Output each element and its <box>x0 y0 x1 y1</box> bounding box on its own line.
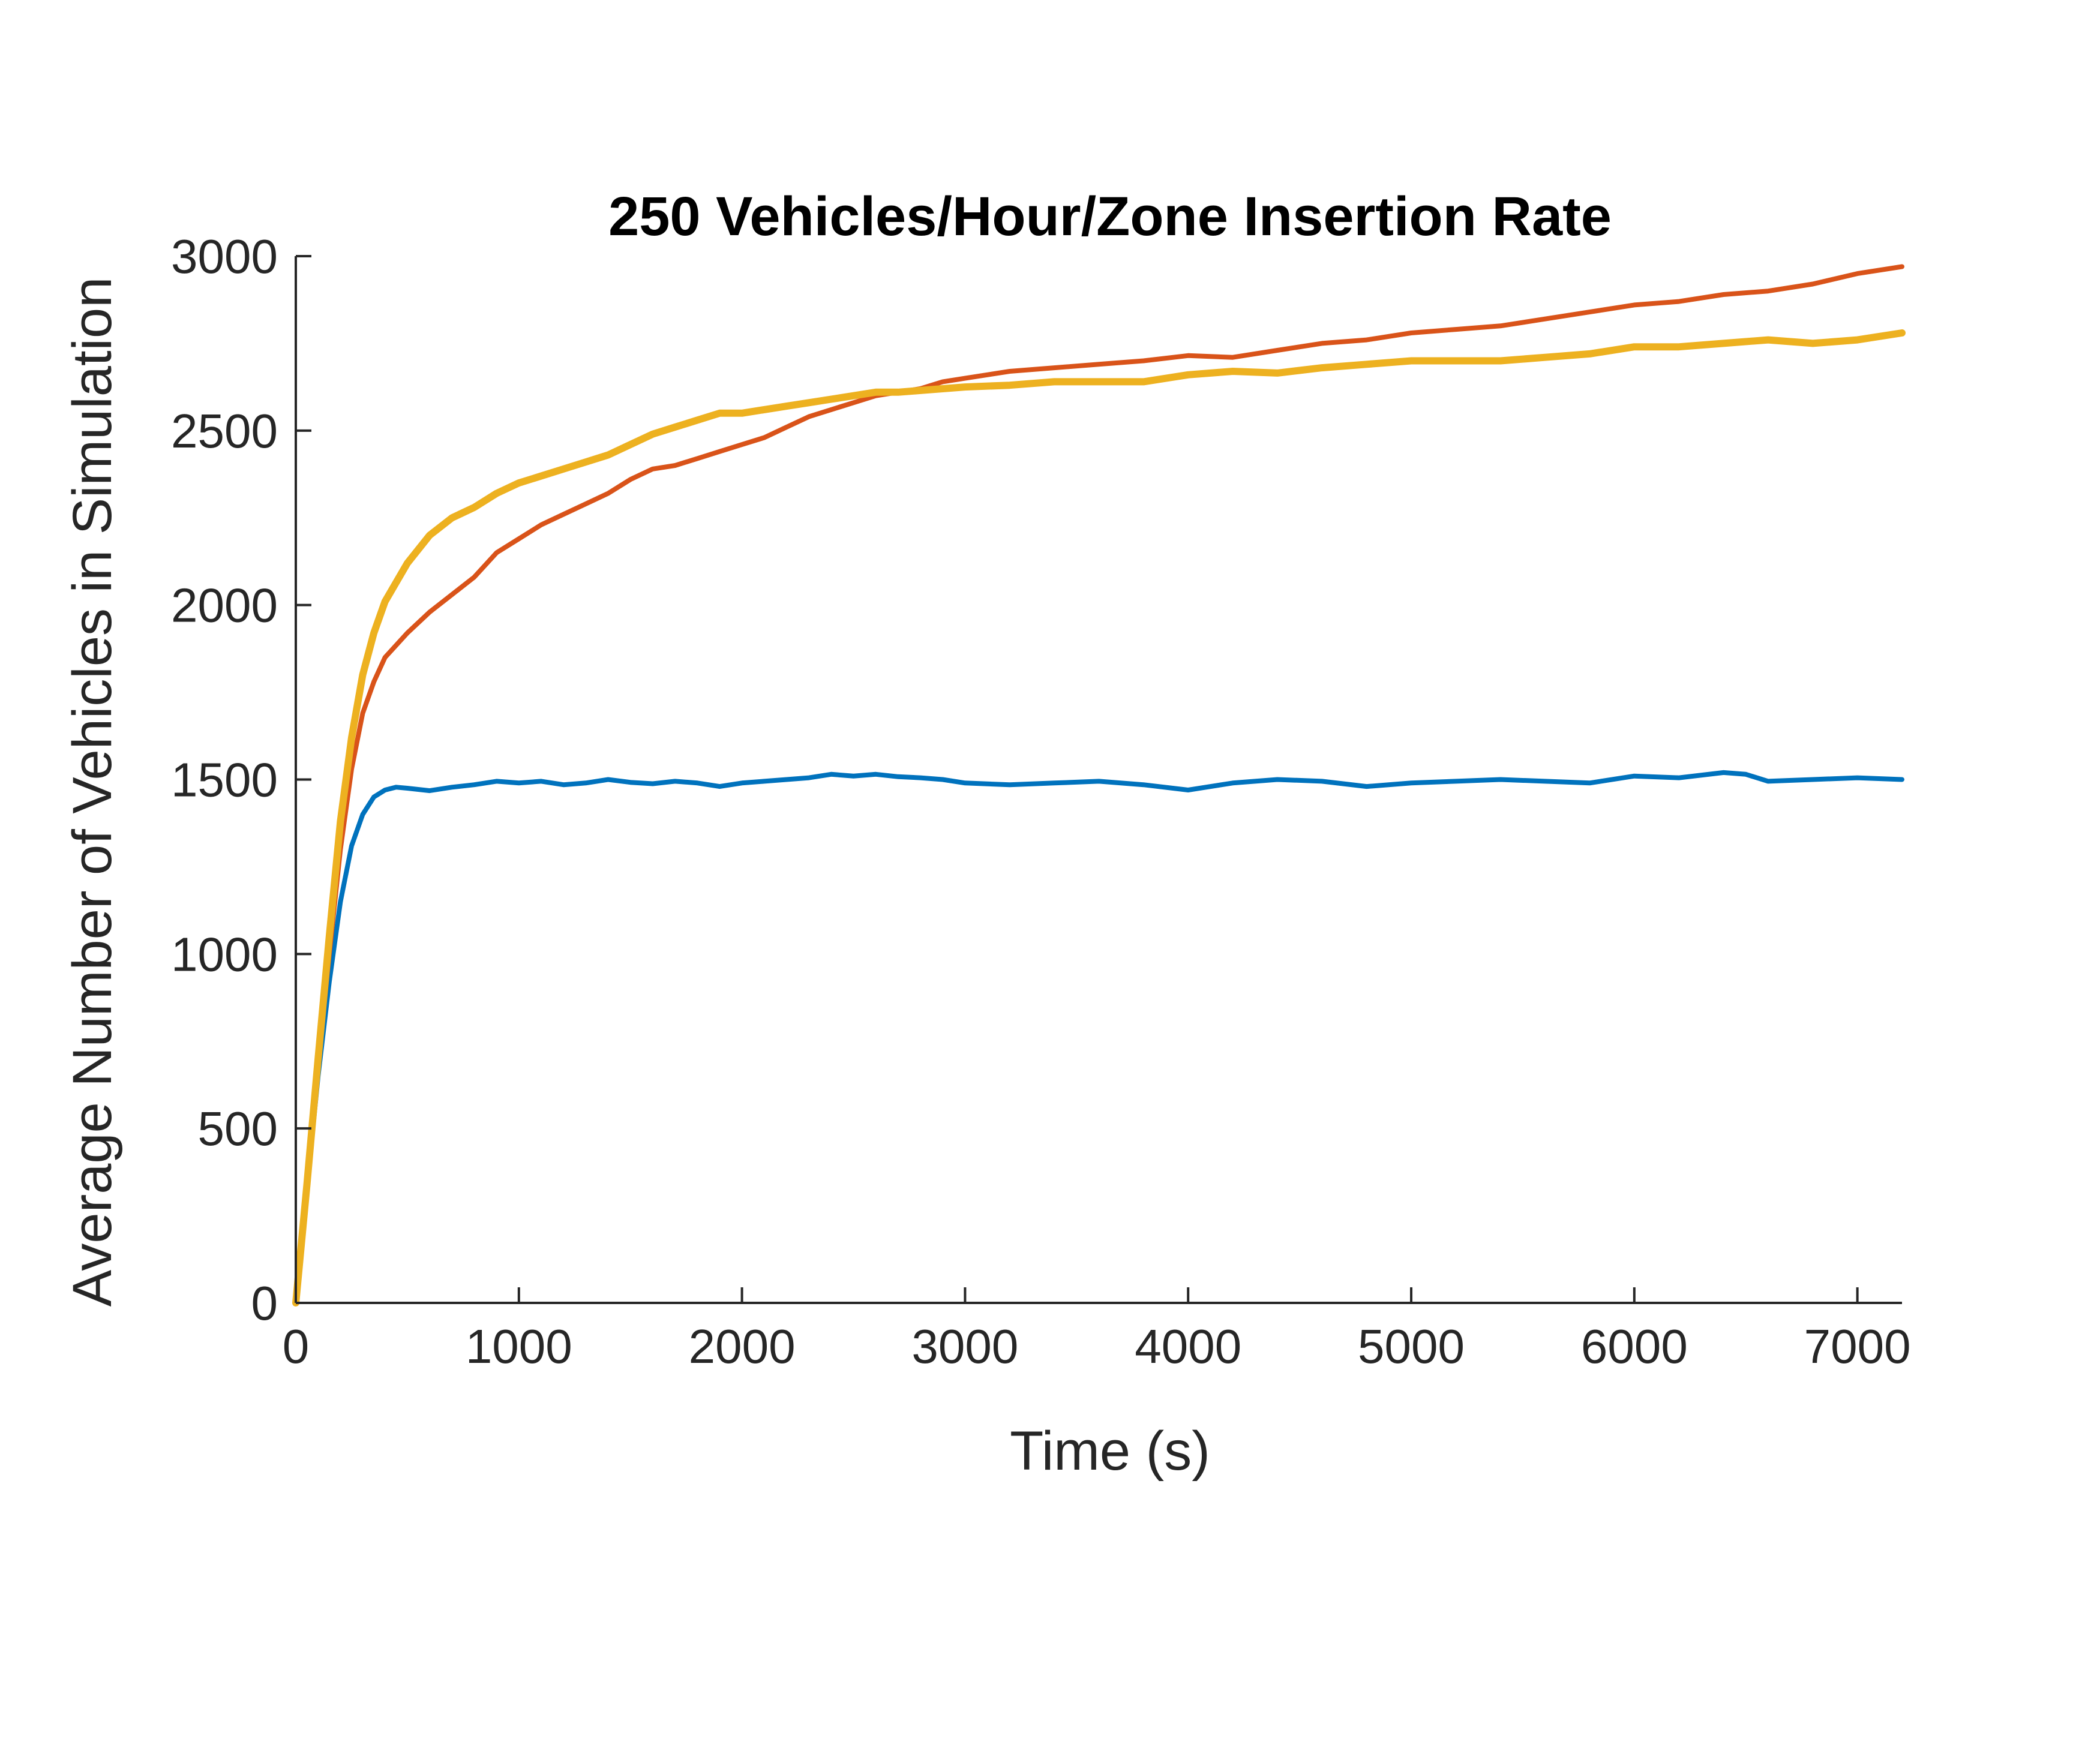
axes-layer: 0 1000 2000 3000 4000 5000 6000 7000 0 500 1000 150… <box>171 230 1911 1373</box>
y-tick-label: 3000 <box>171 230 278 283</box>
series-line-yellow <box>292 329 1906 1307</box>
x-tick-label: 3000 <box>911 1320 1018 1373</box>
series-layer <box>292 264 1906 1307</box>
y-tick-label: 2000 <box>171 579 278 632</box>
y-tick-label: 0 <box>251 1277 278 1330</box>
x-tick-label: 7000 <box>1804 1320 1911 1373</box>
x-tick-label: 1000 <box>466 1320 572 1373</box>
x-tick-label: 2000 <box>689 1320 796 1373</box>
y-tick-label: 2500 <box>171 404 278 458</box>
chart-title: 250 Vehicles/Hour/Zone Insertion Rate <box>608 186 1612 247</box>
series-line-red <box>293 264 1904 1305</box>
y-tick-label: 500 <box>198 1102 278 1155</box>
x-tick-label: 6000 <box>1581 1320 1688 1373</box>
y-axis-label: Average Number of Vehicles in Simulation <box>62 277 123 1307</box>
x-tick-label: 4000 <box>1135 1320 1241 1373</box>
y-tick-label: 1000 <box>171 927 278 981</box>
x-axis-label: Time (s) <box>1010 1420 1210 1482</box>
x-tick-label: 5000 <box>1358 1320 1465 1373</box>
x-tick-label: 0 <box>283 1320 310 1373</box>
series-line-blue <box>293 770 1904 1305</box>
y-tick-label: 1500 <box>171 753 278 807</box>
